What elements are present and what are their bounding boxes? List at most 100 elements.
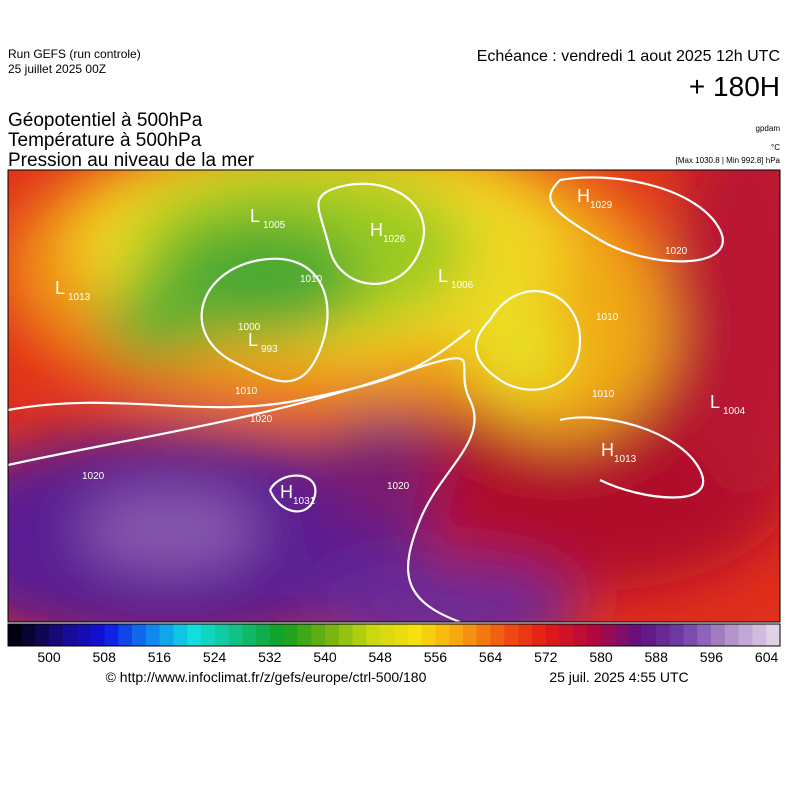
colorbar-frame	[7, 623, 781, 647]
center-value: 1031	[293, 496, 316, 507]
color-swatch	[711, 624, 726, 646]
center-type: L	[55, 278, 65, 298]
isobar-label: 1010	[592, 389, 615, 400]
field-label: Géopotentiel à 500hPa	[8, 110, 203, 131]
color-swatch	[104, 624, 119, 646]
field-label: Température à 500hPa	[8, 130, 202, 151]
center-type: H	[280, 482, 293, 502]
lead-time: + 180H	[689, 71, 780, 102]
color-swatch	[49, 624, 64, 646]
field-label: Pression au niveau de la mer	[8, 150, 255, 171]
color-swatch	[21, 624, 36, 646]
colorbar-tick-label: 516	[148, 649, 172, 665]
color-swatch	[214, 624, 229, 646]
color-swatch	[76, 624, 92, 646]
center-value: 1026	[383, 234, 406, 245]
source-url: © http://www.infoclimat.fr/z/gefs/europe…	[106, 669, 427, 685]
color-swatch	[8, 624, 23, 646]
unit-label: °C	[771, 143, 780, 152]
center-type: L	[250, 206, 260, 226]
color-swatch	[573, 624, 588, 646]
color-swatch	[407, 624, 422, 646]
color-swatch	[63, 624, 78, 646]
color-swatch	[449, 624, 464, 646]
color-swatch	[352, 624, 367, 646]
color-swatch	[669, 624, 684, 646]
isobar-label: 1000	[238, 322, 261, 333]
map-frame	[7, 169, 781, 623]
center-type: H	[370, 220, 383, 240]
color-swatch	[531, 624, 546, 646]
color-swatch	[159, 624, 174, 646]
center-value: 1013	[68, 292, 91, 303]
center-value: 1013	[614, 454, 637, 465]
color-swatch	[435, 624, 450, 646]
center-value: 1004	[723, 406, 746, 417]
isobar-label: 1010	[300, 274, 323, 285]
color-swatch	[311, 624, 326, 646]
color-swatch	[366, 624, 381, 646]
color-swatch	[642, 624, 657, 646]
color-swatch	[559, 624, 574, 646]
color-swatch	[504, 624, 519, 646]
center-type: H	[601, 440, 614, 460]
color-swatch	[614, 624, 629, 646]
color-swatch	[697, 624, 712, 646]
center-type: L	[248, 330, 258, 350]
color-swatch	[683, 624, 698, 646]
color-swatch	[600, 624, 615, 646]
color-swatch	[256, 624, 271, 646]
color-swatch	[90, 624, 105, 646]
colorbar-tick-label: 540	[313, 649, 337, 665]
color-swatch	[738, 624, 753, 646]
center-value: 1006	[451, 280, 474, 291]
colorbar-tick-label: 564	[479, 649, 503, 665]
color-swatch	[724, 624, 739, 646]
generated-time: 25 juil. 2025 4:55 UTC	[549, 669, 688, 685]
run-name: Run GEFS (run controle)	[8, 47, 141, 61]
color-swatch	[269, 624, 285, 646]
color-swatch	[201, 624, 216, 646]
center-type: L	[438, 266, 448, 286]
colorbar-tick-label: 596	[700, 649, 724, 665]
color-swatch	[380, 624, 395, 646]
center-value: 993	[261, 344, 278, 355]
color-swatch	[338, 624, 353, 646]
colorbar-tick-label: 588	[645, 649, 669, 665]
color-swatch	[587, 624, 602, 646]
isobar-label: 1010	[596, 312, 619, 323]
color-swatch	[476, 624, 491, 646]
colorbar-tick-label: 572	[534, 649, 558, 665]
unit-label: gpdam	[756, 124, 781, 133]
color-swatch	[325, 624, 340, 646]
color-swatch	[421, 624, 436, 646]
colorbar-tick-label: 500	[37, 649, 61, 665]
colorbar-tick-label: 508	[93, 649, 117, 665]
color-swatch	[752, 624, 767, 646]
colorbar-tick-label: 532	[258, 649, 282, 665]
color-swatch	[173, 624, 188, 646]
color-swatch	[132, 624, 147, 646]
echeance: Echéance : vendredi 1 aout 2025 12h UTC	[477, 48, 780, 65]
color-swatch	[462, 624, 478, 646]
isobar-label: 1020	[665, 246, 688, 257]
color-swatch	[490, 624, 505, 646]
map	[8, 170, 780, 622]
color-swatch	[655, 624, 671, 646]
center-value: 1029	[590, 200, 613, 211]
color-swatch	[628, 624, 643, 646]
center-type: L	[710, 392, 720, 412]
colorbar-tick-label: 604	[755, 649, 779, 665]
color-swatch	[145, 624, 160, 646]
run-date: 25 juillet 2025 00Z	[8, 62, 106, 76]
color-swatch	[545, 624, 560, 646]
color-swatch	[228, 624, 243, 646]
isobar-label: 1020	[250, 414, 273, 425]
isobar-label: 1020	[82, 471, 105, 482]
isobar-label: 1020	[387, 481, 410, 492]
color-swatch	[118, 624, 133, 646]
color-swatch	[766, 624, 781, 646]
colorbar-tick-label: 548	[369, 649, 393, 665]
color-swatch	[187, 624, 202, 646]
